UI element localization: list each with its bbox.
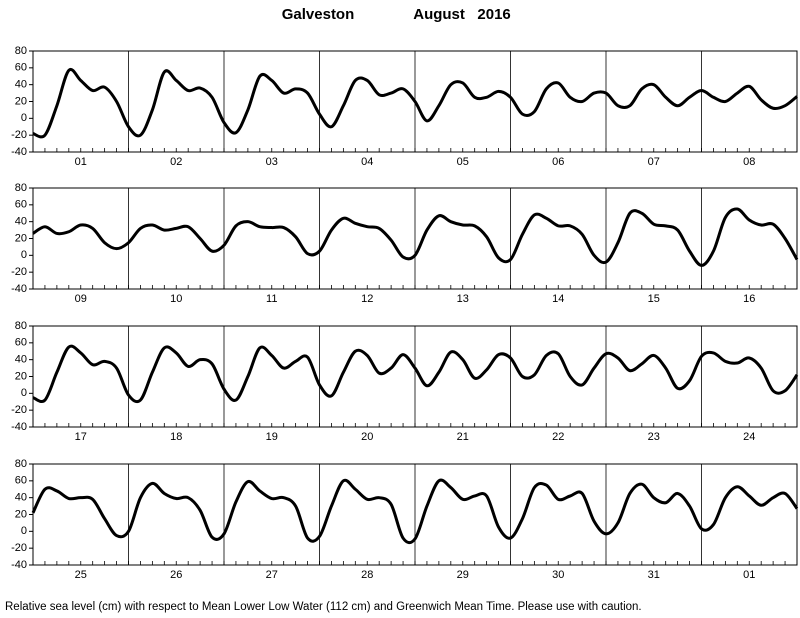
day-label: 12 (361, 293, 373, 305)
day-label: 03 (266, 156, 278, 168)
y-tick-label: 60 (15, 475, 27, 487)
y-tick-label: -40 (11, 559, 27, 571)
y-tick-label: -20 (11, 542, 27, 554)
y-tick-label: 60 (15, 199, 27, 211)
footer-note: Relative sea level (cm) with respect to … (5, 601, 642, 613)
day-label: 24 (743, 431, 755, 443)
y-tick-label: -40 (11, 283, 27, 295)
tide-panel: -40 -20 0 20 40 60 80 25 26 27 28 29 30 31 01 (11, 458, 799, 581)
day-label: 01 (743, 569, 755, 581)
y-tick-label: 20 (15, 370, 27, 382)
day-label: 21 (457, 431, 469, 443)
y-tick-label: 60 (15, 62, 27, 74)
tide-panel: -40 -20 0 20 40 60 80 09 10 11 12 13 14 15 16 (11, 182, 799, 305)
y-tick-label: 80 (15, 182, 27, 194)
day-label: 30 (552, 569, 564, 581)
y-tick-label: 20 (15, 95, 27, 107)
y-tick-label: -20 (11, 404, 27, 416)
day-label: 01 (75, 156, 87, 168)
day-label: 11 (266, 293, 277, 305)
y-tick-label: -40 (11, 146, 27, 158)
y-tick-label: 40 (15, 492, 27, 504)
day-label: 28 (361, 569, 373, 581)
day-label: 13 (457, 293, 469, 305)
y-tick-label: 40 (15, 216, 27, 228)
tide-panel: -40 -20 0 20 40 60 80 17 18 19 20 21 22 23 24 (11, 320, 799, 443)
y-tick-label: 20 (15, 508, 27, 520)
y-tick-label: -20 (11, 266, 27, 278)
day-label: 04 (361, 156, 373, 168)
y-tick-label: 0 (21, 387, 27, 399)
day-label: 27 (266, 569, 278, 581)
day-label: 02 (170, 156, 182, 168)
tide-line (31, 478, 799, 545)
day-label: 16 (743, 293, 755, 305)
y-tick-label: 0 (21, 525, 27, 537)
day-label: 08 (743, 156, 755, 168)
day-label: 23 (648, 431, 660, 443)
tide-line (32, 207, 799, 267)
day-label: 10 (170, 293, 182, 305)
day-label: 07 (648, 156, 660, 168)
day-label: 15 (648, 293, 660, 305)
tide-line (32, 67, 798, 139)
y-tick-label: 20 (15, 232, 27, 244)
y-tick-label: 0 (21, 112, 27, 124)
day-label: 05 (457, 156, 469, 168)
day-label: 31 (648, 569, 660, 581)
y-tick-label: -20 (11, 129, 27, 141)
y-tick-label: 80 (15, 45, 27, 57)
day-label: 29 (457, 569, 469, 581)
day-label: 25 (75, 569, 87, 581)
day-label: 06 (552, 156, 564, 168)
y-tick-label: 80 (15, 320, 27, 332)
day-label: 09 (75, 293, 87, 305)
day-label: 17 (75, 431, 87, 443)
day-label: 14 (552, 293, 564, 305)
station-title: Galveston (282, 6, 355, 23)
day-label: 22 (552, 431, 564, 443)
y-tick-label: 40 (15, 79, 27, 91)
tide-line (32, 344, 799, 404)
y-tick-label: 0 (21, 249, 27, 261)
y-tick-label: 40 (15, 354, 27, 366)
y-tick-label: 80 (15, 458, 27, 470)
day-label: 19 (266, 431, 278, 443)
y-tick-label: 60 (15, 337, 27, 349)
tide-panel: -40 -20 0 20 40 60 80 01 02 03 04 05 06 07 08 (11, 45, 798, 168)
y-tick-label: -40 (11, 421, 27, 433)
day-label: 26 (170, 569, 182, 581)
date-title: August 2016 (413, 6, 511, 23)
day-label: 18 (170, 431, 182, 443)
day-label: 20 (361, 431, 373, 443)
